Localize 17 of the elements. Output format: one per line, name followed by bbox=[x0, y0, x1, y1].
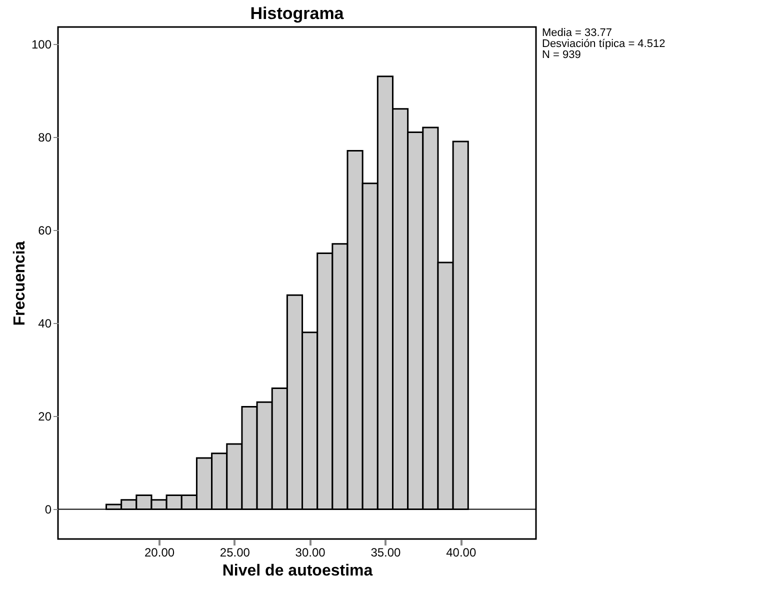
y-tick-label: 20 bbox=[38, 410, 52, 424]
text: Media = 33.77 bbox=[542, 27, 612, 39]
x-tick-label: 40.00 bbox=[446, 546, 476, 560]
y-tick-label: 40 bbox=[38, 316, 52, 331]
x-tick-label: 30.00 bbox=[295, 546, 326, 560]
y-tick-label: 0 bbox=[44, 502, 52, 517]
y-tick-label: 60 bbox=[38, 223, 52, 238]
y-axis-title: Frecuencia bbox=[11, 241, 28, 326]
x-tick-label: 20.00 bbox=[144, 546, 175, 560]
chart-title: Histograma bbox=[250, 4, 344, 23]
x-tick-label: 25.00 bbox=[220, 546, 250, 560]
x-axis-title: Nivel de autoestima bbox=[222, 562, 373, 580]
y-tick-label: 80 bbox=[38, 130, 52, 144]
x-tick-label: 35.00 bbox=[370, 546, 402, 560]
text: N = 939 bbox=[542, 49, 581, 61]
text: Desviación típica = 4.512 bbox=[542, 38, 666, 50]
y-tick-label: 100 bbox=[31, 37, 52, 52]
